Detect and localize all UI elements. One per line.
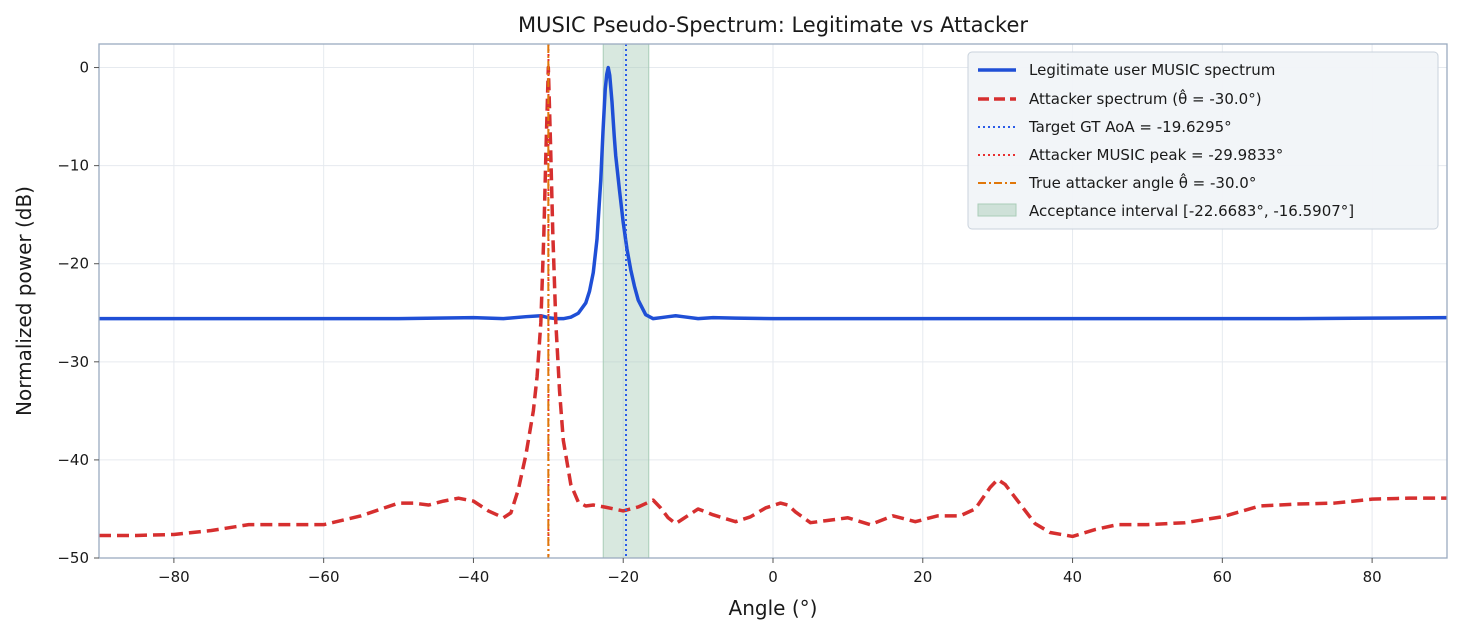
y-tick-label: −40 <box>57 451 89 469</box>
y-tick-label: −10 <box>57 157 89 175</box>
y-axis-label: Normalized power (dB) <box>12 186 36 416</box>
x-axis-ticks: −80 −60 −40 −20 0 20 40 60 80 <box>158 558 1382 586</box>
x-tick-label: 20 <box>913 568 932 586</box>
y-tick-label: −50 <box>57 549 89 567</box>
x-tick-label: 60 <box>1213 568 1232 586</box>
y-axis-ticks: 0 −10 −20 −30 −40 −50 <box>57 59 99 567</box>
x-tick-label: 80 <box>1363 568 1382 586</box>
legend-box <box>967 51 1439 230</box>
legend: Legitimate user MUSIC spectrum Attacker … <box>967 51 1439 230</box>
attacker-spectrum-line <box>99 65 1447 539</box>
legend-label-attacker-peak: Attacker MUSIC peak = -29.9833° <box>1029 146 1283 164</box>
legend-swatch-acceptance <box>977 203 1017 217</box>
x-tick-label: 40 <box>1063 568 1082 586</box>
reference-lines <box>547 44 627 558</box>
legend-label-true-attacker: True attacker angle θ̂ = -30.0° <box>1028 172 1256 192</box>
legend-label-acceptance: Acceptance interval [-22.6683°, -16.5907… <box>1029 202 1354 220</box>
y-tick-label: −20 <box>57 255 89 273</box>
y-tick-label: −30 <box>57 353 89 371</box>
series-lines <box>99 65 1447 539</box>
legend-label-target-gt: Target GT AoA = -19.6295° <box>1028 118 1232 136</box>
x-tick-label: −60 <box>308 568 340 586</box>
legend-label-attacker: Attacker spectrum (θ̂ = -30.0°) <box>1029 88 1262 108</box>
legend-label-legit: Legitimate user MUSIC spectrum <box>1029 61 1275 79</box>
x-tick-label: 0 <box>768 568 778 586</box>
x-tick-label: −20 <box>607 568 639 586</box>
x-axis-label: Angle (°) <box>729 596 818 620</box>
legit-spectrum-line <box>99 65 1447 321</box>
x-tick-label: −40 <box>458 568 490 586</box>
x-tick-label: −80 <box>158 568 190 586</box>
chart-title: MUSIC Pseudo-Spectrum: Legitimate vs Att… <box>518 13 1028 37</box>
y-tick-label: 0 <box>79 59 89 77</box>
